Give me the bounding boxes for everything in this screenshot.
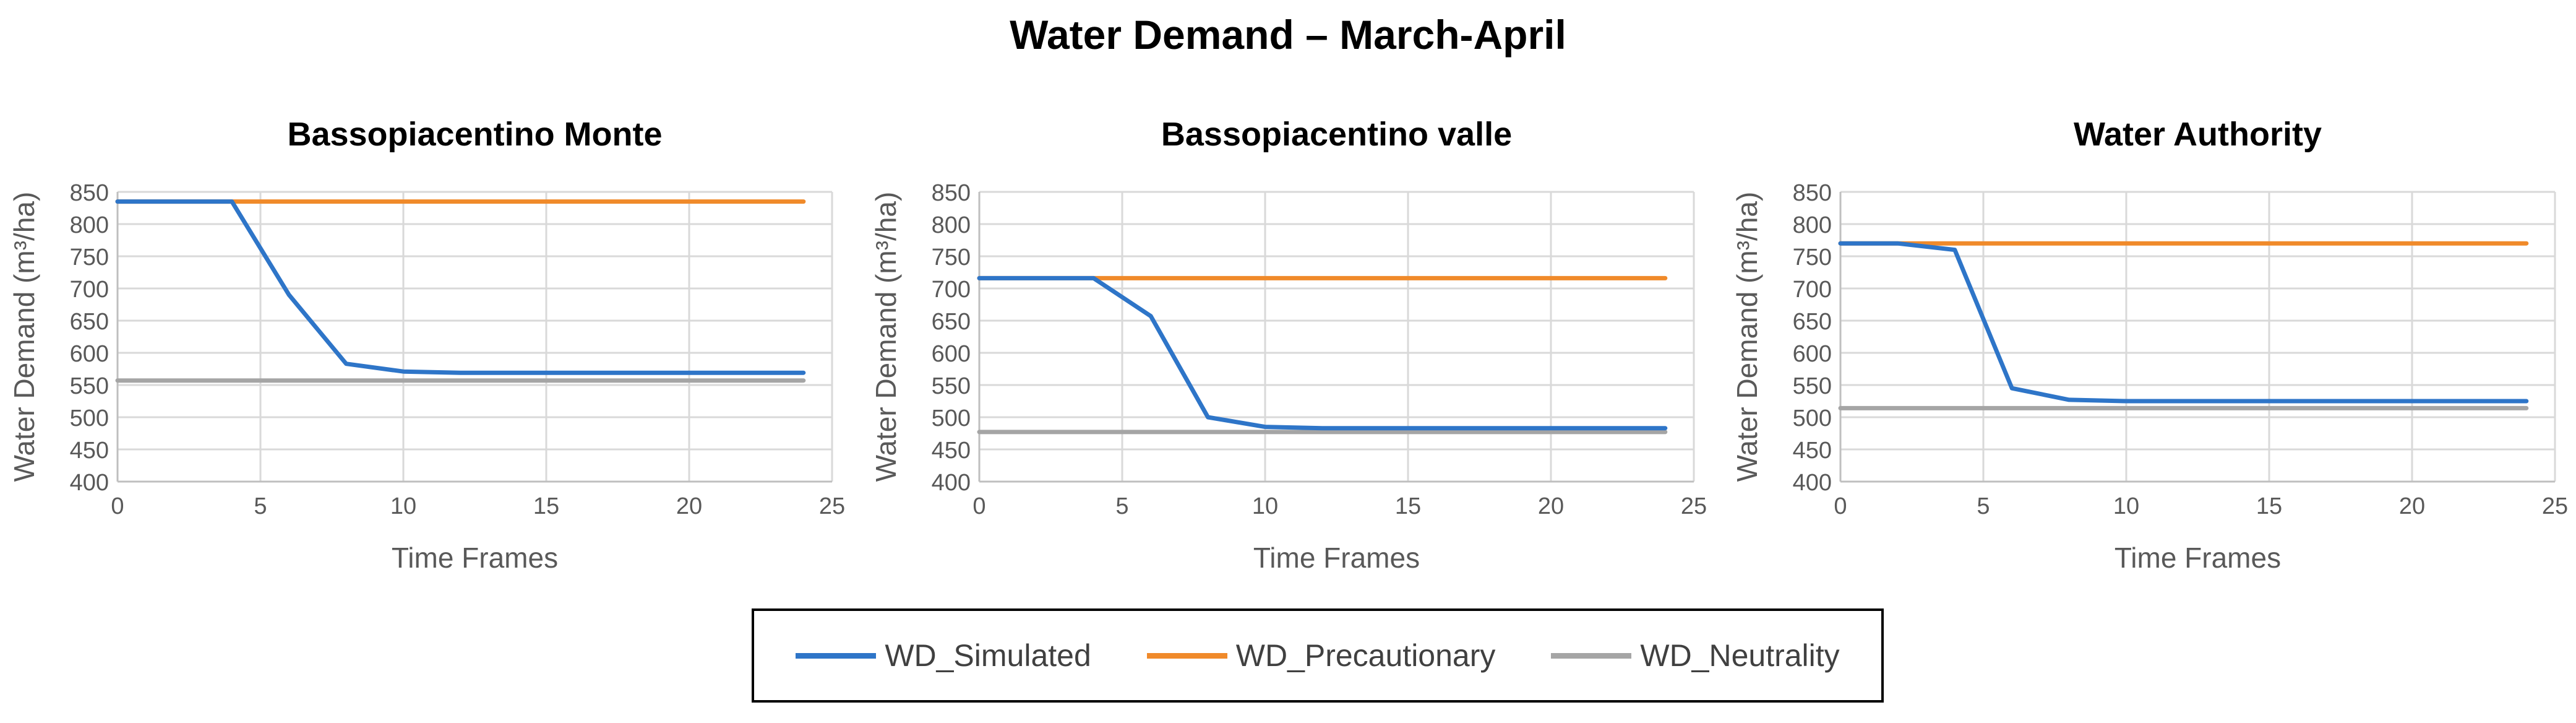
x-tick-label: 10 (2113, 493, 2139, 519)
x-tick-label: 10 (390, 493, 416, 519)
x-tick-label: 20 (2399, 493, 2425, 519)
y-tick-label: 650 (932, 309, 971, 335)
legend-label-precautionary: WD_Precautionary (1235, 638, 1496, 673)
x-tick-label: 15 (533, 493, 559, 519)
x-tick-label: 25 (2542, 493, 2568, 519)
y-tick-label: 450 (932, 438, 971, 464)
y-tick-label: 550 (70, 373, 109, 399)
y-axis-label: Water Demand (m³/ha) (1731, 192, 1763, 482)
x-tick-label: 25 (819, 493, 845, 519)
series-line-wd-simulated (1838, 241, 2529, 404)
y-tick-label: 550 (1793, 373, 1832, 399)
x-tick-label: 0 (1834, 493, 1847, 519)
page-title: Water Demand – March-April (1010, 12, 1566, 58)
y-tick-label: 550 (932, 373, 971, 399)
y-axis-label: Water Demand (m³/ha) (870, 192, 902, 482)
chart-title: Water Authority (2074, 116, 2322, 153)
y-tick-label: 750 (1793, 245, 1832, 271)
y-tick-label: 800 (70, 212, 109, 238)
x-tick-label: 0 (111, 493, 124, 519)
x-tick-label: 20 (676, 493, 702, 519)
x-axis-label: Time Frames (1253, 542, 1420, 574)
legend-swatch-neutrality (1551, 652, 1632, 659)
y-tick-label: 700 (70, 277, 109, 303)
y-tick-label: 500 (70, 405, 109, 431)
legend-label-simulated: WD_Simulated (885, 638, 1091, 673)
series-line-wd-simulated (977, 275, 1668, 431)
x-tick-label: 0 (972, 493, 985, 519)
x-tick-label: 10 (1252, 493, 1278, 519)
y-tick-label: 850 (932, 180, 971, 206)
x-tick-label: 20 (1538, 493, 1564, 519)
chart-title: Bassopiacentino valle (1161, 116, 1512, 153)
chart-panel-1: Bassopiacentino valle 400 450 500 550 600 650 7… (870, 116, 1707, 574)
x-tick-label: 25 (1681, 493, 1707, 519)
y-tick-label: 450 (1793, 438, 1832, 464)
x-axis-label: Time Frames (392, 542, 558, 574)
x-tick-label: 15 (2256, 493, 2282, 519)
legend-item-precautionary: WD_Precautionary (1146, 638, 1496, 673)
y-axis-label: Water Demand (m³/ha) (8, 192, 40, 482)
x-tick-label: 5 (1977, 493, 1990, 519)
y-tick-label: 500 (1793, 405, 1832, 431)
y-tick-label: 600 (1793, 341, 1832, 367)
chart-panel-2: Water Authority 400 450 500 550 600 650 700 750 8… (1731, 116, 2568, 574)
y-tick-label: 400 (1793, 470, 1832, 496)
y-tick-label: 700 (1793, 277, 1832, 303)
y-tick-label: 600 (932, 341, 971, 367)
y-tick-label: 600 (70, 341, 109, 367)
x-tick-label: 5 (254, 493, 267, 519)
chart-panel-0: Bassopiacentino Monte 400 450 500 550 600 650 7… (8, 116, 845, 574)
y-tick-label: 700 (932, 277, 971, 303)
y-tick-label: 650 (70, 309, 109, 335)
legend-swatch-simulated (796, 652, 877, 659)
y-tick-label: 850 (1793, 180, 1832, 206)
y-tick-label: 400 (70, 470, 109, 496)
chart-legend: WD_Simulated WD_Precautionary WD_Neutral… (752, 608, 1884, 703)
x-axis-label: Time Frames (2114, 542, 2281, 574)
legend-swatch-precautionary (1146, 652, 1227, 659)
series-line-wd-simulated (115, 199, 806, 375)
chart-title: Bassopiacentino Monte (287, 116, 662, 153)
legend-item-simulated: WD_Simulated (796, 638, 1091, 673)
x-tick-label: 5 (1115, 493, 1128, 519)
y-tick-label: 450 (70, 438, 109, 464)
legend-item-neutrality: WD_Neutrality (1551, 638, 1840, 673)
legend-label-neutrality: WD_Neutrality (1640, 638, 1840, 673)
x-tick-label: 15 (1395, 493, 1421, 519)
y-tick-label: 400 (932, 470, 971, 496)
y-tick-label: 850 (70, 180, 109, 206)
y-tick-label: 650 (1793, 309, 1832, 335)
y-tick-label: 800 (932, 212, 971, 238)
y-tick-label: 500 (932, 405, 971, 431)
y-tick-label: 800 (1793, 212, 1832, 238)
y-tick-label: 750 (932, 245, 971, 271)
y-tick-label: 750 (70, 245, 109, 271)
